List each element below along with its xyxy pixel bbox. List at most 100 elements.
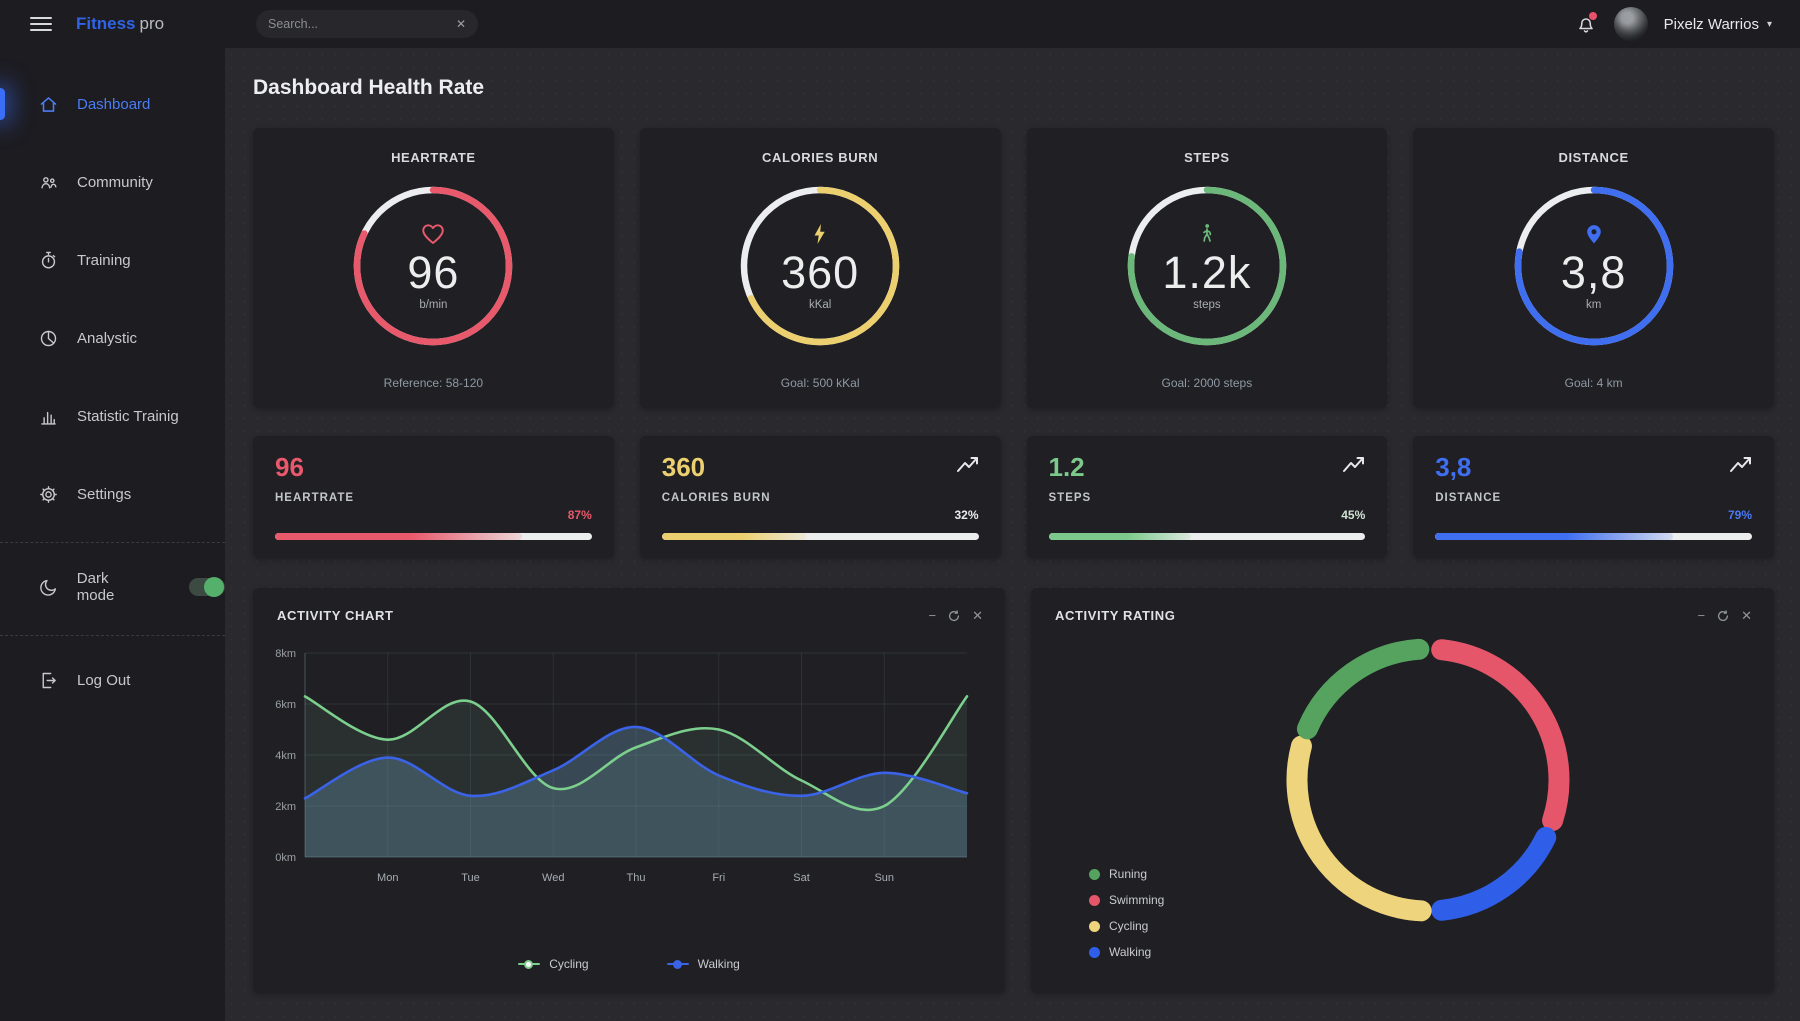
sidebar-item-settings[interactable]: Settings (0, 472, 225, 516)
svg-text:Tue: Tue (461, 872, 480, 884)
minimize-icon[interactable]: − (928, 608, 937, 623)
stat-percent: 87% (567, 508, 592, 522)
search-input[interactable] (268, 17, 448, 31)
search-clear-icon[interactable]: ✕ (455, 17, 466, 31)
stat-percent: 45% (1341, 508, 1366, 522)
walking-person-icon (1203, 224, 1212, 243)
blue-dot-icon (1089, 946, 1100, 958)
panel-title: ACTIVITY RATING (1055, 608, 1176, 623)
legend-label: Runing (1109, 867, 1148, 881)
heartrate-stat-card: 96 HEARTRATE 87% (253, 436, 614, 558)
trend-up-icon (1730, 457, 1751, 472)
gauge-value: 3,8 (1560, 247, 1627, 299)
activity-rating-donut-chart (1286, 638, 1570, 922)
legend-item-runing[interactable]: Runing (1089, 867, 1164, 881)
user-name: Pixelz Warrios (1663, 15, 1759, 33)
logo-brand: Fitness (76, 14, 136, 33)
logo-suffix: pro (139, 14, 165, 33)
svg-text:Fri: Fri (712, 872, 725, 884)
legend-item-cycling[interactable]: Cycling (1089, 919, 1164, 933)
stat-percent: 79% (1727, 508, 1752, 522)
divider (0, 542, 225, 543)
sidebar-item-label: Analystic (77, 329, 138, 347)
refresh-icon[interactable] (1717, 609, 1729, 622)
divider (0, 635, 225, 636)
gauge-footer: Reference: 58-120 (383, 376, 484, 390)
svg-text:6km: 6km (275, 699, 296, 711)
gauge-unit: km (1585, 298, 1602, 311)
close-icon[interactable]: ✕ (972, 608, 983, 623)
sidebar-item-training[interactable]: Training (0, 238, 225, 282)
steps-stat-card: 1.2 STEPS 45% (1026, 436, 1388, 558)
stat-label: CALORIES BURN (661, 492, 771, 504)
progress-bar-fill (1048, 533, 1192, 540)
dark-mode-row: Dark mode (0, 565, 225, 609)
gauge-value: 360 (781, 247, 860, 299)
cycling-marker-icon (518, 959, 541, 969)
refresh-icon[interactable] (948, 609, 960, 622)
stat-percent: 32% (954, 508, 979, 522)
sidebar-item-label: Dashboard (77, 95, 151, 113)
stopwatch-icon (41, 251, 56, 268)
activity-chart-panel: ACTIVITY CHART − ✕ 0km 2km 4km 6km 8km Mon Tue… (253, 588, 1005, 993)
gear-icon (40, 485, 57, 503)
sidebar-item-community[interactable]: Community (0, 160, 225, 204)
activity-line-chart: 0km 2km 4km 6km 8km Mon Tue Wed Thu Fri Sat Sun (275, 648, 969, 884)
green-dot-icon (1089, 868, 1100, 880)
distance-gauge-card: DISTANCE 3,8 km Goal: 4 km (1413, 128, 1774, 408)
sidebar-item-label: Statistic Trainig (77, 407, 179, 425)
progress-bar-fill (1435, 533, 1673, 540)
close-icon[interactable]: ✕ (1741, 608, 1752, 623)
svg-text:Sun: Sun (874, 872, 894, 884)
stat-value: 3,8 (1435, 452, 1472, 482)
minimize-icon[interactable]: − (1697, 608, 1706, 623)
stat-label: STEPS (1048, 492, 1092, 504)
legend-label: Cycling (549, 957, 589, 971)
sidebar-item-label: Community (77, 173, 153, 191)
progress-bar (1435, 533, 1752, 540)
calories-stat-card: 360 CALORIES BURN 32% (639, 436, 1001, 558)
sidebar-item-statistic-training[interactable]: Statistic Trainig (0, 394, 225, 438)
notification-bell-icon[interactable] (1574, 12, 1598, 36)
heartrate-ring-gauge (354, 186, 513, 346)
toggle-knob (204, 577, 224, 597)
stat-label: HEARTRATE (275, 492, 355, 504)
svg-text:Mon: Mon (377, 872, 398, 884)
avatar[interactable] (1613, 7, 1648, 41)
gauge-unit: kKal (808, 298, 832, 311)
sidebar: Dashboard Community Training Analystic S… (0, 48, 225, 1021)
sidebar-item-dashboard[interactable]: Dashboard (0, 82, 225, 126)
heartrate-gauge-card: HEARTRATE 96 b/min Reference: 58-120 (253, 128, 614, 408)
legend-item-cycling[interactable]: Cycling (518, 957, 589, 971)
sidebar-item-logout[interactable]: Log Out (0, 658, 225, 702)
logout-label: Log Out (77, 671, 131, 689)
user-menu[interactable]: Pixelz Warrios ▾ (1664, 16, 1772, 33)
logout-icon (42, 672, 56, 688)
calories-gauge-card: CALORIES BURN 360 kKal Goal: 500 kKal (639, 128, 1001, 408)
people-icon (41, 176, 57, 188)
legend-item-walking[interactable]: Walking (1089, 945, 1164, 959)
bar-chart-icon (41, 411, 56, 425)
svg-text:0km: 0km (275, 852, 296, 864)
activity-rating-panel: ACTIVITY RATING − ✕ Runing Swimming Cycl… (1031, 588, 1774, 993)
walking-marker-icon (666, 959, 689, 969)
distance-ring-gauge (1514, 186, 1673, 346)
search-bar[interactable]: ✕ (256, 10, 478, 38)
progress-bar (275, 533, 592, 540)
gauge-footer: Goal: 500 kKal (780, 376, 860, 390)
gauge-value: 96 (407, 247, 460, 299)
svg-text:8km: 8km (275, 648, 296, 660)
hamburger-menu-icon[interactable] (30, 13, 52, 35)
page-title: Dashboard Health Rate (253, 76, 485, 99)
steps-ring-gauge (1127, 186, 1287, 346)
legend-label: Walking (1109, 945, 1152, 959)
sidebar-item-analystic[interactable]: Analystic (0, 316, 225, 360)
legend-item-walking[interactable]: Walking (666, 957, 740, 971)
svg-text:2km: 2km (275, 801, 296, 813)
sidebar-item-label: Training (77, 251, 131, 269)
app-logo: Fitness pro (76, 14, 164, 34)
lightning-bolt-icon (814, 224, 825, 245)
dark-mode-toggle[interactable] (189, 577, 225, 597)
legend-item-swimming[interactable]: Swimming (1089, 893, 1164, 907)
